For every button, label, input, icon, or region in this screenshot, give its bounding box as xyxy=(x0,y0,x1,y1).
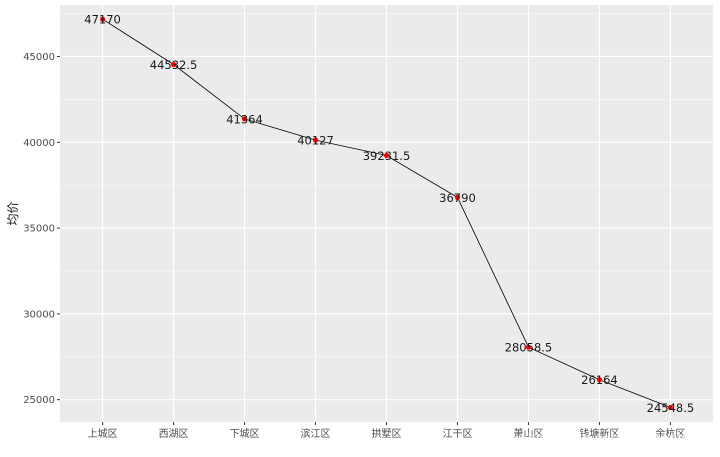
y-tick-label: 40000 xyxy=(23,138,55,149)
x-tick-label: 钱塘新区 xyxy=(579,427,619,440)
data-label: 28058.5 xyxy=(505,341,553,355)
data-label: 39231.5 xyxy=(363,149,411,163)
y-axis-title: 均价 xyxy=(6,201,20,225)
data-point xyxy=(667,404,674,411)
x-tick-label: 余杭区 xyxy=(655,427,685,440)
data-label: 24548.5 xyxy=(647,401,695,415)
x-tick-label: 下城区 xyxy=(230,428,260,440)
x-tick-label: 上城区 xyxy=(88,428,118,440)
x-tick-label: 江干区 xyxy=(442,428,472,440)
data-points xyxy=(99,16,674,411)
x-tick-label: 拱墅区 xyxy=(372,427,402,440)
data-point xyxy=(383,152,390,159)
data-point xyxy=(312,137,319,143)
x-tick-label: 滨江区 xyxy=(301,427,331,440)
y-tick-label: 30000 xyxy=(23,309,55,320)
data-point xyxy=(241,116,248,122)
data-labels: 47170 44532.5 41364 40127 39231.5 36790 28058.… xyxy=(84,13,694,415)
data-point xyxy=(454,194,461,200)
data-point xyxy=(170,61,177,68)
major-gridlines xyxy=(60,5,713,422)
y-tick-label: 25000 xyxy=(23,395,55,406)
watermark-text: https://blog.csdn.net/blogreenhand xyxy=(481,432,710,447)
data-label: 47170 xyxy=(84,13,121,27)
y-axis-ticks: 25000 30000 35000 40000 45000 xyxy=(23,52,60,406)
data-point xyxy=(99,16,106,22)
x-tick-label: 萧山区 xyxy=(513,428,543,440)
data-label: 41364 xyxy=(226,112,263,126)
data-label: 40127 xyxy=(297,134,334,148)
x-tick-label: 西湖区 xyxy=(159,428,189,440)
x-axis-ticks: 上城区 西湖区 下城区 滨江区 拱墅区 江干区 萧山区 钱塘新区 余杭区 xyxy=(88,422,685,440)
y-tick-label: 45000 xyxy=(23,52,55,63)
data-label: 44532.5 xyxy=(150,58,198,72)
data-label: 36790 xyxy=(439,191,476,205)
y-tick-label: 35000 xyxy=(23,224,55,235)
data-label: 26164 xyxy=(581,373,618,387)
data-point xyxy=(596,377,603,383)
data-point xyxy=(525,344,532,350)
